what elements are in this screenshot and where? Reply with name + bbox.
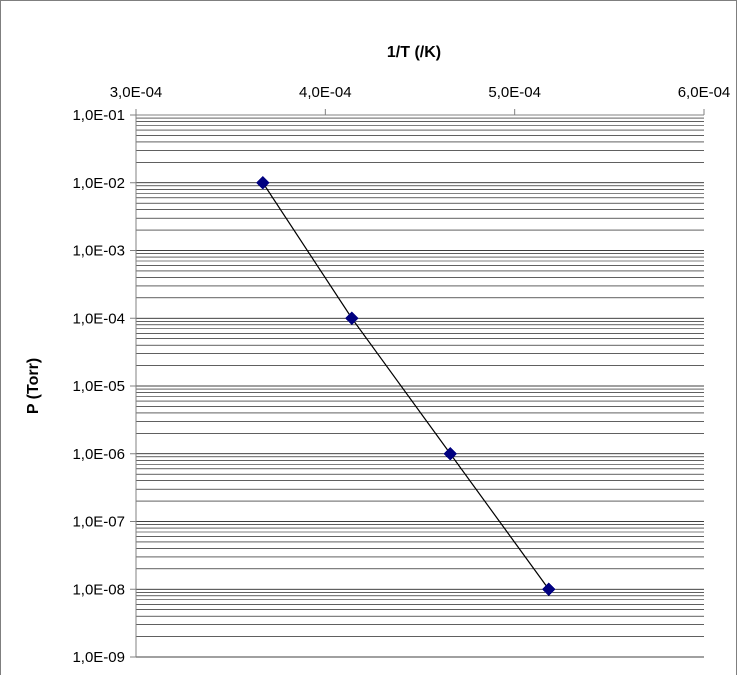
x-tick-label: 6,0E-04 [678,84,731,101]
data-point-marker [255,175,270,190]
gridlines [136,114,704,658]
y-axis-label: P (Torr) [25,358,42,414]
y-tick-label: 1,0E-09 [72,649,125,666]
data-point-marker [541,582,556,597]
y-tick-label: 1,0E-02 [72,175,125,192]
y-tick-label: 1,0E-06 [72,446,125,463]
y-tick-label: 1,0E-07 [72,514,125,531]
y-tick-label: 1,0E-03 [72,243,125,260]
y-tick-label: 1,0E-04 [72,310,125,327]
data-point-marker [443,446,458,461]
x-tick-label: 5,0E-04 [488,84,541,101]
series-line [262,182,550,590]
y-tick-label: 1,0E-01 [72,107,125,124]
x-tick-label: 4,0E-04 [299,84,352,101]
y-tick-label: 1,0E-05 [72,378,125,395]
x-axis-label: 1/T (/K) [387,44,441,61]
y-tick-labels: 1,0E-01 1,0E-02 1,0E-03 1,0E-04 1,0E-05 1,0E-… [72,107,136,666]
x-tick-labels: 3,0E-04 4,0E-04 5,0E-04 6,0E-04 [110,84,731,115]
series [255,175,556,597]
x-tick-label: 3,0E-04 [110,84,163,101]
data-point-marker [344,311,359,326]
y-tick-label: 1,0E-08 [72,581,125,598]
